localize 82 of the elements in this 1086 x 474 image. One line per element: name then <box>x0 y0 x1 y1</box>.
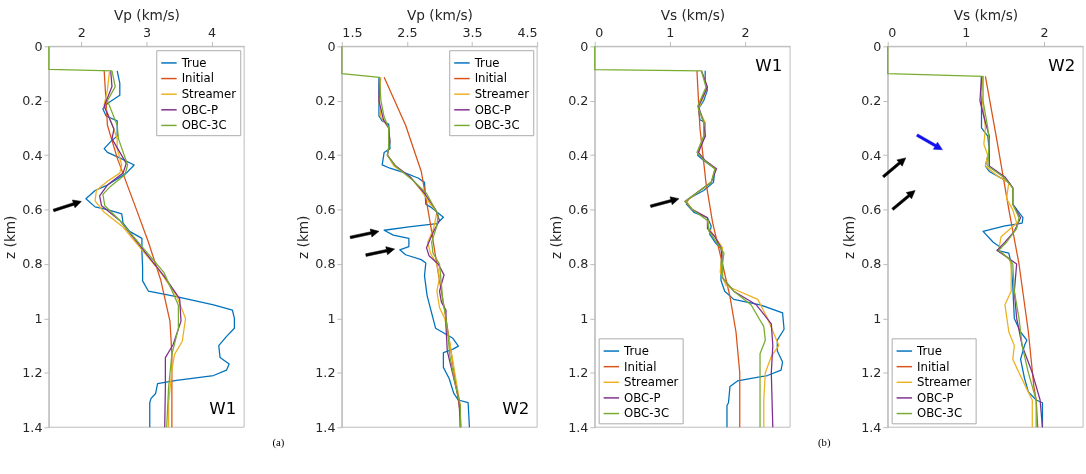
y-tick-label: 0.6 <box>22 201 43 217</box>
y-tick-label: 1 <box>580 310 589 326</box>
annotation: W2 <box>1048 55 1076 75</box>
y-tick-label: 0.6 <box>861 201 882 217</box>
legend-label: True <box>916 343 942 358</box>
y-tick-label: 1.2 <box>861 365 882 381</box>
line-series <box>696 70 741 428</box>
y-tick-label: 0 <box>873 38 882 54</box>
x-tick-label: 2 <box>741 25 750 41</box>
x-tick-label: 1 <box>962 25 971 41</box>
legend-label: True <box>180 55 207 70</box>
y-tick-label: 1.4 <box>568 419 589 435</box>
x-tick-label: 0 <box>595 25 604 41</box>
y-tick-label: 0.4 <box>861 147 882 163</box>
legend-label: Streamer <box>474 87 530 102</box>
y-tick-label: 0 <box>327 38 336 54</box>
legend-label: Initial <box>181 71 215 86</box>
legend-label: True <box>623 343 649 358</box>
y-axis-title: z (km) <box>548 215 565 259</box>
y-tick-label: 1.2 <box>22 365 43 381</box>
text: (b) <box>818 435 831 449</box>
y-tick-label: 1.4 <box>22 419 43 435</box>
y-axis-title: z (km) <box>295 215 312 259</box>
legend-label: OBC-3C <box>181 118 227 133</box>
legend-label: Streamer <box>624 375 679 390</box>
y-tick-label: 0.2 <box>315 93 336 109</box>
y-tick-label: 1 <box>873 310 882 326</box>
x-tick-label: 2.5 <box>397 25 418 41</box>
legend-label: Streamer <box>917 375 972 390</box>
y-tick-label: 1.4 <box>315 419 336 435</box>
legend-label: OBC-P <box>181 102 219 117</box>
legend-label: OBC-3C <box>474 118 520 133</box>
legend-label: OBC-3C <box>917 406 963 421</box>
legend-label: OBC-P <box>474 102 512 117</box>
y-tick-label: 1 <box>327 310 336 326</box>
legend-label: OBC-3C <box>624 406 670 421</box>
y-axis-title: z (km) <box>841 215 858 259</box>
x-axis-title: Vp (km/s) <box>114 7 180 24</box>
x-tick-label: 0 <box>888 25 897 41</box>
y-tick-label: 0.8 <box>568 256 589 272</box>
x-tick-label: 1.5 <box>342 25 363 41</box>
legend-label: OBC-P <box>624 390 661 405</box>
y-tick-label: 0.8 <box>315 256 336 272</box>
legend-label: True <box>473 55 500 70</box>
y-tick-label: 0.2 <box>861 93 882 109</box>
x-tick-label: 1 <box>666 25 675 41</box>
line-series <box>85 70 236 428</box>
x-tick-label: 4 <box>208 25 217 41</box>
x-axis-title: Vs (km/s) <box>660 7 726 24</box>
y-tick-label: 0.4 <box>22 147 43 163</box>
text: (a) <box>272 435 285 449</box>
legend-label: Initial <box>917 359 950 374</box>
y-axis-title: z (km) <box>2 215 19 259</box>
x-tick-label: 2 <box>1040 25 1049 41</box>
annotation: W1 <box>755 55 783 75</box>
y-tick-label: 1.4 <box>861 419 882 435</box>
legend-label: Streamer <box>181 87 237 102</box>
legend-label: OBC-P <box>917 390 954 405</box>
y-tick-label: 1.2 <box>568 365 589 381</box>
y-tick-label: 1 <box>34 310 43 326</box>
y-tick-label: 0.6 <box>315 201 336 217</box>
annotation: W2 <box>502 398 530 418</box>
y-tick-label: 0.4 <box>315 147 336 163</box>
y-tick-label: 0.8 <box>861 256 882 272</box>
y-tick-label: 0 <box>34 38 43 54</box>
y-tick-label: 0 <box>580 38 589 54</box>
x-tick-label: 3 <box>142 25 152 41</box>
y-tick-label: 0.6 <box>568 201 589 217</box>
x-axis-title: Vp (km/s) <box>407 7 473 24</box>
legend-label: Initial <box>624 359 657 374</box>
x-tick-label: 3.5 <box>462 25 483 41</box>
y-tick-label: 0.2 <box>22 93 43 109</box>
y-tick-label: 0.2 <box>568 93 589 109</box>
annotation: W1 <box>209 398 237 418</box>
legend-label: Initial <box>474 71 508 86</box>
x-tick-label: 2 <box>77 25 86 41</box>
x-axis-title: Vs (km/s) <box>953 7 1019 24</box>
y-tick-label: 1.2 <box>315 365 336 381</box>
line-series <box>103 70 173 428</box>
x-tick-label: 4.5 <box>517 25 538 41</box>
y-tick-label: 0.4 <box>568 147 589 163</box>
y-tick-label: 0.8 <box>22 256 43 272</box>
